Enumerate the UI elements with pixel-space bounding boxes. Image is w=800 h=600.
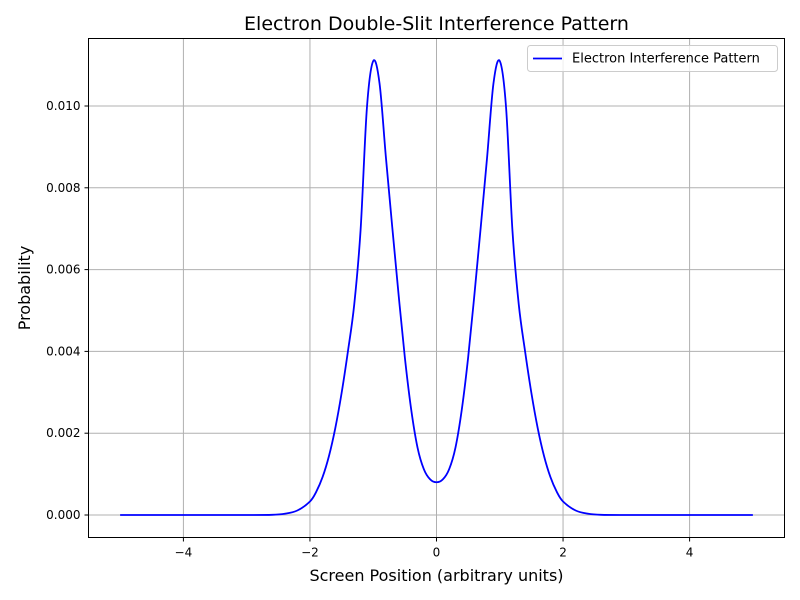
y-tick-label: 0.002 — [46, 426, 80, 440]
legend: Electron Interference Pattern — [527, 45, 778, 72]
legend-box — [527, 45, 778, 72]
y-tick-label: 0.006 — [46, 263, 80, 277]
x-axis-ticks: −4 −2 0 2 4 — [175, 537, 694, 560]
grid — [88, 38, 785, 538]
x-axis-label: Screen Position (arbitrary units) — [309, 566, 563, 585]
y-tick-label: 0.004 — [46, 344, 80, 358]
y-axis-ticks: 0.000 0.002 0.004 0.006 0.008 0.010 — [46, 99, 89, 522]
series-line-electron-interference-pattern — [120, 59, 753, 516]
y-tick-label: 0.000 — [46, 508, 80, 522]
chart-title: Electron Double-Slit Interference Patter… — [244, 13, 629, 35]
x-tick-label: 0 — [433, 546, 441, 560]
legend-label: Electron Interference Pattern — [572, 52, 760, 67]
y-tick-label: 0.008 — [46, 181, 80, 195]
x-tick-label: −2 — [301, 546, 319, 560]
y-axis-label: Probability — [15, 246, 34, 331]
x-tick-label: 4 — [686, 546, 694, 560]
y-tick-label: 0.010 — [46, 99, 80, 113]
x-tick-label: −4 — [175, 546, 193, 560]
x-tick-label: 2 — [559, 546, 567, 560]
